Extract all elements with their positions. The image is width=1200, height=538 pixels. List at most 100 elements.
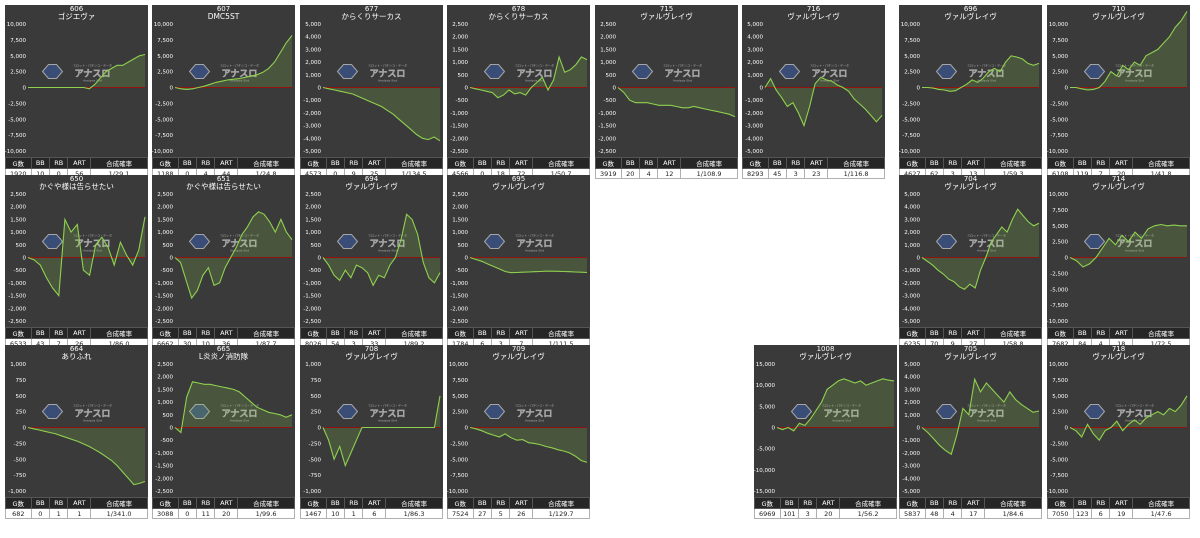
- machine-chart-678[interactable]: 678 からくりサーカス 2,500 2,000 1,500 1,000 500 0 -500-…: [447, 5, 590, 179]
- machine-chart-650[interactable]: 650 かぐや様は告らせたい 2,500 2,000 1,500 1,000 500 0 -50…: [5, 175, 148, 349]
- line-chart: 15,000 10,000 5,000 0 -5,000 -10,000 -15,000 スロ…: [754, 362, 895, 495]
- machine-chart-716[interactable]: 716 ヴァルヴレイヴ 5,000 4,000 3,000 2,000 1,000 0 -1,0…: [742, 5, 885, 179]
- stats-table: G数 BB RB ART 合成確率 5837 48 4 17 1/84.6: [899, 497, 1042, 519]
- series-line: [469, 426, 588, 463]
- series-area: [922, 209, 1039, 290]
- y-tick-label: -3,000: [902, 464, 920, 470]
- machine-chart-664[interactable]: 664 ありふれ 1,000 750 500 250 0 -250 -500 -750 -1,000…: [5, 345, 148, 519]
- machine-chart-651[interactable]: 651 かぐや様は告らせたい 2,500 2,000 1,500 1,000 500 0 -50…: [152, 175, 295, 349]
- stats-header-cell: ART: [1109, 497, 1134, 509]
- machine-chart-606[interactable]: 606 ゴジエヴァ 10,000 7,500 5,000 2,500 0 -2,500 -5,0…: [5, 5, 148, 179]
- watermark-main: アナスロ: [824, 409, 860, 420]
- y-tick-label: 1,000: [452, 230, 468, 236]
- watermark-sub: Analysis Slot: [525, 419, 545, 423]
- machine-number: 710: [1111, 5, 1126, 13]
- line-chart: 2,500 2,000 1,500 1,000 500 0 -500 -1,000 -1,500…: [303, 192, 441, 325]
- y-tick-label: -5,000: [902, 319, 920, 325]
- machine-chart-1008[interactable]: 1008 ヴァルヴレイヴ 15,000 10,000 5,000 0 -5,000 -10,0…: [754, 345, 897, 519]
- y-tick-label: -5,000: [450, 457, 468, 463]
- y-tick-label: 5,000: [305, 22, 321, 28]
- stats-header-cell: ART: [961, 497, 986, 509]
- y-tick-label: -1,500: [155, 464, 173, 470]
- y-tick-label: 0: [917, 256, 921, 262]
- y-tick-label: 1,000: [10, 362, 26, 368]
- y-tick-label: -3,000: [745, 124, 763, 130]
- machine-chart-704[interactable]: 704 ヴァルヴレイヴ 5,000 4,000 3,000 2,000 1,000 0 -1,0…: [899, 175, 1042, 349]
- stats-art-value: 17: [961, 508, 986, 519]
- machine-chart-696[interactable]: 696 ヴァルヴレイヴ 10,000 7,500 5,000 2,500 0 -2,500 -5…: [899, 5, 1042, 179]
- machine-title: ヴァルヴレイヴ: [944, 182, 997, 191]
- stats-header-cell: 合成確率: [90, 497, 148, 509]
- y-tick-label: -500: [309, 268, 322, 274]
- y-tick-label: -500: [14, 268, 27, 274]
- y-tick-label: -5,000: [303, 149, 321, 155]
- stats-rb-value: 4: [942, 508, 963, 519]
- y-tick-label: -1,500: [155, 294, 173, 300]
- machine-chart-695[interactable]: 695 ヴァルヴレイヴ 2,500 2,000 1,500 1,000 500 0 -500 -1…: [447, 175, 590, 349]
- watermark-main: アナスロ: [222, 69, 258, 80]
- y-tick-label: 7,500: [904, 38, 920, 44]
- stats-header-cell: BB: [779, 497, 800, 509]
- stats-header-cell: G数: [1047, 327, 1074, 339]
- y-tick-label: -2,500: [155, 319, 173, 325]
- stats-rb-value: 3: [797, 508, 818, 519]
- y-tick-label: 0: [465, 426, 469, 432]
- watermark-sub: Analysis Slot: [83, 419, 103, 423]
- watermark-top: スロット・パチンコ・データ: [1115, 63, 1154, 68]
- machine-title: ヴァルヴレイヴ: [944, 12, 997, 21]
- watermark-top: スロット・パチンコ・データ: [73, 233, 112, 238]
- y-tick-label: 10,000: [901, 22, 921, 28]
- machine-chart-715[interactable]: 715 ヴァルヴレイヴ 2,500 2,000 1,500 1,000 500 0 -500 -1…: [595, 5, 738, 179]
- y-tick-label: -2,500: [450, 319, 468, 325]
- chart-panel: 704 ヴァルヴレイヴ 5,000 4,000 3,000 2,000 1,000 0 -1,0…: [899, 175, 1042, 327]
- series-line: [922, 55, 1040, 92]
- chart-header: 705 ヴァルヴレイヴ: [899, 345, 1042, 361]
- y-tick-label: -7,500: [1050, 133, 1068, 139]
- y-tick-label: -1,500: [450, 294, 468, 300]
- stats-header-cell: RB: [195, 497, 216, 509]
- series-line: [322, 395, 441, 468]
- watermark-logo-icon: [41, 234, 64, 249]
- watermark-sub: Analysis Slot: [230, 79, 250, 83]
- machine-number: 715: [659, 5, 674, 13]
- machine-chart-694[interactable]: 694 ヴァルヴレイヴ 2,500 2,000 1,500 1,000 500 0 -500 -1…: [300, 175, 443, 349]
- stats-bb-value: 101: [779, 508, 800, 519]
- y-tick-label: 500: [163, 243, 174, 249]
- machine-chart-714[interactable]: 714 ヴァルヴレイヴ 10,000 7,500 5,000 2,500 0 -2,500 -5…: [1047, 175, 1190, 349]
- stats-header-cell: RB: [343, 497, 364, 509]
- machine-chart-677[interactable]: 677 からくりサーカス 5,000 4,000 3,000 2,000 1,000 0 -1,…: [300, 5, 443, 179]
- machine-title: ヴァルヴレイヴ: [1092, 182, 1145, 191]
- machine-chart-710[interactable]: 710 ヴァルヴレイヴ 10,000 7,500 5,000 2,500 0 -2,500 -5…: [1047, 5, 1190, 179]
- machine-chart-708[interactable]: 708 ヴァルヴレイヴ 1,000 750 500 250 0 -250 -500 -750 -1,…: [300, 345, 443, 519]
- watermark-sub: Analysis Slot: [1125, 249, 1145, 253]
- watermark-logo-icon: [41, 64, 64, 79]
- stats-header-cell: RB: [490, 327, 511, 339]
- chart-panel: 718 ヴァルヴレイヴ 10,000 7,500 5,000 2,500 0 -2,500 -5…: [1047, 345, 1190, 497]
- y-tick-label: 0: [917, 86, 921, 92]
- chart-header: 678 からくりサーカス: [447, 5, 590, 21]
- y-tick-label: 500: [16, 394, 27, 400]
- watermark-logo-icon: [336, 234, 359, 249]
- chart-header: 716 ヴァルヴレイヴ: [742, 5, 885, 21]
- stats-g-value: 7524: [447, 508, 474, 519]
- y-tick-label: -2,000: [598, 136, 616, 142]
- machine-chart-709[interactable]: 709 ヴァルヴレイヴ 10,000 7,500 5,000 2,500 0 -2,500 -5…: [447, 345, 590, 519]
- machine-chart-607[interactable]: 607 DMC5ST 10,000 7,500 5,000 2,500 0 -2,500 -5,…: [152, 5, 295, 179]
- y-tick-label: 1,500: [452, 47, 468, 53]
- chart-panel: 715 ヴァルヴレイヴ 2,500 2,000 1,500 1,000 500 0 -500 -1…: [595, 5, 738, 157]
- line-chart: 2,500 2,000 1,500 1,000 500 0 -500 -1,000 -1,500…: [450, 22, 588, 155]
- stats-header-cell: BB: [325, 327, 346, 339]
- machine-chart-718[interactable]: 718 ヴァルヴレイヴ 10,000 7,500 5,000 2,500 0 -2,500 -5…: [1047, 345, 1190, 519]
- y-tick-label: 2,000: [747, 60, 763, 66]
- y-tick-label: -5,000: [757, 447, 775, 453]
- stats-rb-value: 3: [785, 168, 806, 179]
- machine-chart-705[interactable]: 705 ヴァルヴレイヴ 5,000 4,000 3,000 2,000 1,000 0 -1,0…: [899, 345, 1042, 519]
- stats-header-cell: RB: [48, 497, 69, 509]
- machine-chart-665[interactable]: 665 L炎炎ノ消防隊 2,500 2,000 1,500 1,000 500 0 -500 -1…: [152, 345, 295, 519]
- stats-g-value: 3088: [152, 508, 179, 519]
